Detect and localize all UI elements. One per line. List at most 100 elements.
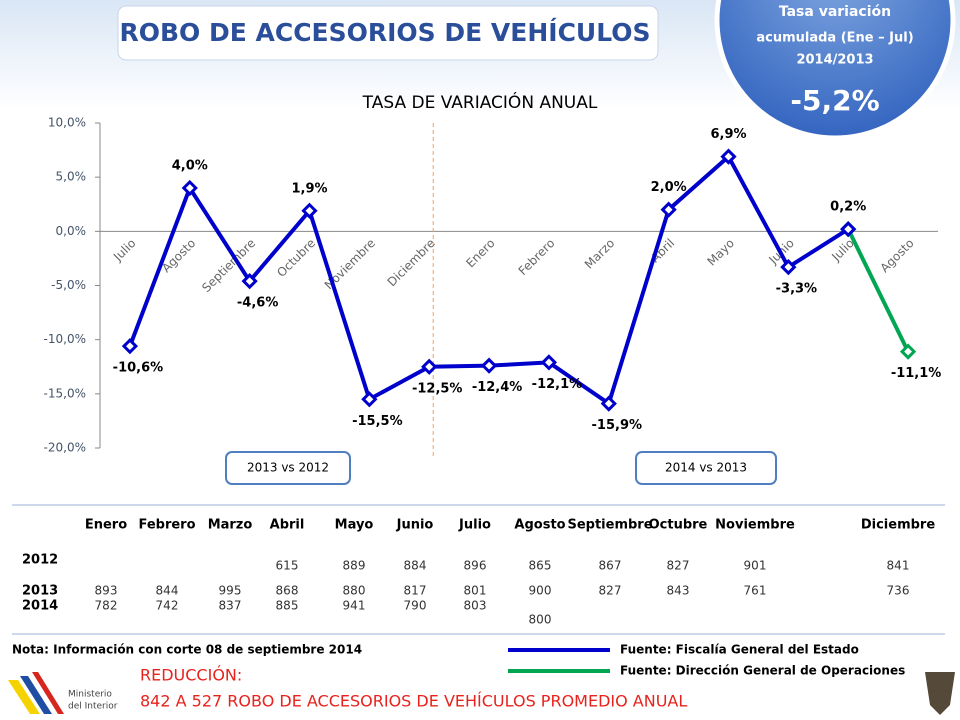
table-cell: 867	[599, 559, 622, 573]
period-label: 2013 vs 2012	[247, 461, 329, 475]
data-label: -15,5%	[352, 414, 403, 429]
row-label: 2014	[22, 599, 58, 614]
series-line	[846, 228, 910, 353]
x-tick-label: Enero	[463, 236, 497, 270]
period-box	[635, 451, 777, 485]
table-header: Mayo	[335, 518, 374, 533]
y-tick-label: 10,0%	[48, 116, 86, 130]
table-cell: 995	[219, 584, 242, 598]
table-cell: 800	[529, 613, 552, 627]
data-point	[660, 201, 677, 218]
data-point	[241, 273, 258, 290]
legend-label: Fuente: Fiscalía General del Estado	[620, 643, 859, 657]
data-point	[840, 221, 857, 238]
legend-label: Fuente: Dirección General de Operaciones	[620, 664, 905, 678]
data-label: 1,9%	[291, 181, 327, 196]
logo	[8, 672, 64, 714]
table-header: Enero	[85, 518, 127, 533]
data-point	[480, 357, 498, 374]
x-tick-label: Mayo	[704, 236, 737, 269]
data-label: 0,2%	[830, 200, 866, 215]
table-header: Julio	[458, 518, 491, 533]
slide-title: ROBO DE ACCESORIOS DE VEHÍCULOS	[119, 18, 650, 47]
table-header: Octubre	[649, 518, 708, 533]
table-cell: 803	[464, 599, 487, 613]
x-tick-label: Diciembre	[385, 236, 438, 289]
badge-text: acumulada (Ene – Jul)	[756, 31, 913, 46]
table-cell: 841	[887, 559, 910, 573]
data-label: -10,6%	[113, 361, 164, 376]
data-point	[301, 202, 318, 219]
logo-text: del Interior	[68, 702, 118, 712]
x-tick-label: Febrero	[516, 236, 558, 278]
data-label: -11,1%	[891, 366, 942, 381]
table-cell: 880	[343, 584, 366, 598]
table-cell: 827	[599, 584, 622, 598]
row-label: 2013	[22, 584, 58, 599]
data-point	[899, 343, 917, 360]
data-point	[600, 395, 617, 412]
table-cell: 896	[464, 559, 487, 573]
period-box	[225, 451, 351, 485]
table-cell: 941	[343, 599, 366, 613]
data-point	[361, 391, 378, 408]
table-cell: 844	[156, 584, 179, 598]
table-header: Junio	[396, 518, 434, 533]
data-label: 2,0%	[651, 180, 687, 195]
table-cell: 827	[667, 559, 690, 573]
data-label: -12,1%	[532, 377, 583, 392]
table-cell: 615	[276, 559, 299, 573]
table-cell: 736	[887, 584, 910, 598]
data-point	[121, 338, 139, 355]
emblem	[925, 672, 955, 715]
table-cell: 884	[404, 559, 427, 573]
row-label: 2012	[22, 553, 58, 568]
chart-title: TASA DE VARIACIÓN ANUAL	[362, 91, 598, 113]
y-tick-label: -10,0%	[44, 332, 86, 346]
table-cell: 901	[744, 559, 767, 573]
table-cell: 801	[464, 584, 487, 598]
x-tick-label: Marzo	[582, 236, 618, 272]
reduction-text: 842 A 527 ROBO DE ACCESORIOS DE VEHÍCULO…	[140, 692, 687, 711]
y-tick-label: 5,0%	[56, 170, 87, 184]
y-tick-label: -15,0%	[44, 386, 86, 400]
data-point	[181, 179, 198, 197]
table-cell: 742	[156, 599, 179, 613]
title-box	[117, 5, 659, 61]
data-point	[540, 354, 558, 371]
logo-text: Ministerio	[68, 690, 112, 700]
data-label: 4,0%	[172, 159, 208, 174]
table-cell: 885	[276, 599, 299, 613]
table-cell: 900	[529, 584, 552, 598]
table-header: Marzo	[208, 518, 253, 533]
table-cell: 893	[95, 584, 118, 598]
table-cell: 868	[276, 584, 299, 598]
table-header: Noviembre	[715, 518, 795, 533]
data-point	[421, 358, 438, 375]
badge-value: -5,2%	[790, 84, 879, 117]
period-label: 2014 vs 2013	[665, 461, 747, 475]
x-tick-label: Noviembre	[322, 236, 378, 292]
y-tick-label: -20,0%	[44, 441, 86, 455]
table-header: Agosto	[514, 518, 565, 533]
reduction-title: REDUCCIÓN:	[140, 666, 242, 685]
badge-text: Tasa variación	[779, 4, 891, 20]
data-label: 6,9%	[710, 127, 746, 142]
table-header: Septiembre	[567, 518, 652, 533]
data-label: -15,9%	[592, 418, 643, 433]
table-cell: 782	[95, 599, 118, 613]
data-point	[720, 148, 737, 165]
table-cell: 843	[667, 584, 690, 598]
y-tick-label: 0,0%	[56, 224, 87, 238]
x-tick-label: Julio	[110, 236, 138, 264]
table-header: Febrero	[138, 518, 195, 533]
badge	[714, 0, 956, 141]
table-cell: 817	[404, 584, 427, 598]
table-cell: 865	[529, 559, 552, 573]
y-tick-label: -5,0%	[51, 278, 86, 292]
data-label: -12,5%	[412, 381, 463, 396]
note: Nota: Información con corte 08 de septie…	[12, 643, 362, 657]
table-cell: 889	[343, 559, 366, 573]
